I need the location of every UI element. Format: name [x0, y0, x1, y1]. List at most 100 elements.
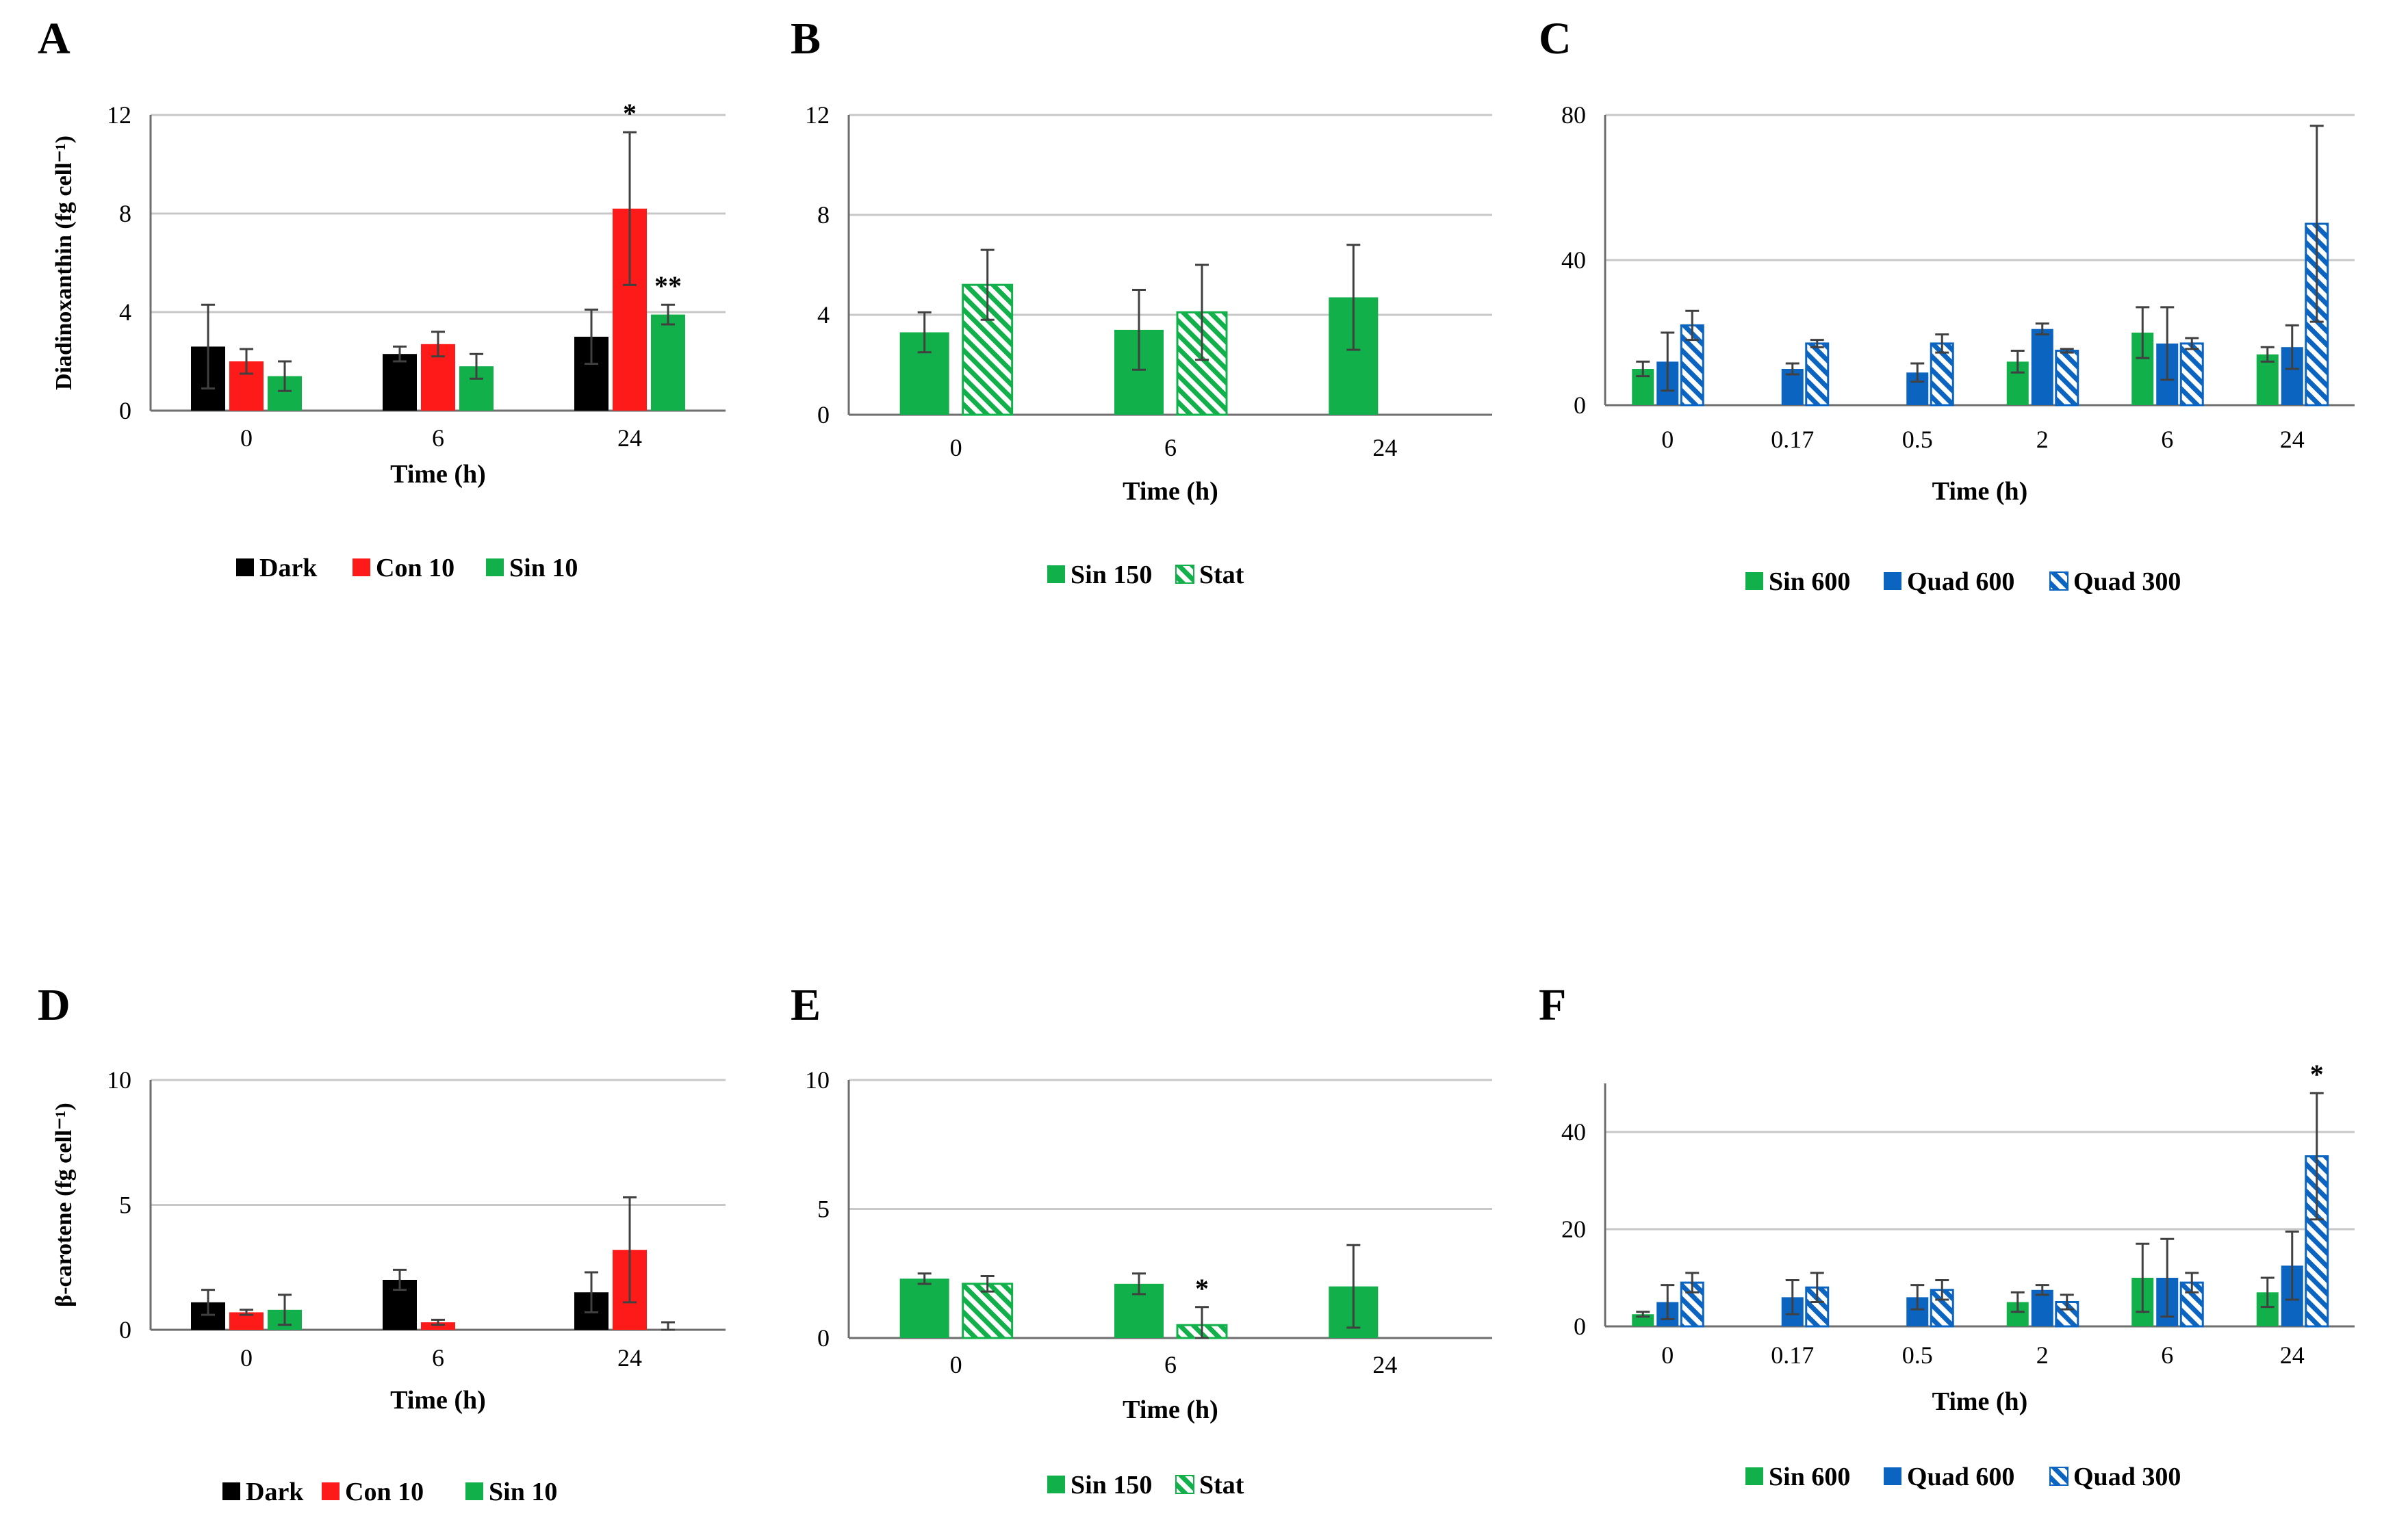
legend-label: Quad 600 — [1907, 1463, 2014, 1491]
x-tick-label: 6 — [432, 424, 444, 452]
legend-label: Sin 600 — [1769, 567, 1850, 596]
legend-swatch — [322, 1482, 340, 1500]
y-tick-label: 0 — [817, 1324, 830, 1352]
x-tick-label: 6 — [1164, 434, 1177, 461]
y-tick-label: 10 — [107, 1066, 131, 1094]
y-tick-label: 0 — [1574, 1313, 1586, 1340]
bar — [383, 354, 417, 411]
x-tick-label: 0 — [1661, 426, 1674, 453]
x-tick-label: 0.5 — [1902, 426, 1933, 453]
legend-label: Stat — [1199, 1471, 1244, 1500]
y-tick-label: 8 — [119, 200, 131, 227]
x-axis-title: Time (h) — [390, 460, 486, 489]
x-tick-label: 0.5 — [1902, 1341, 1933, 1369]
x-tick-label: 0.17 — [1771, 1341, 1814, 1369]
bar — [421, 1322, 455, 1330]
panel-f: F 0 20 40 0 0.17 0.5 2 6 24 * Time (h) Sin 600 Quad 6… — [1539, 980, 2355, 1491]
legend-swatch — [222, 1482, 240, 1500]
legend-swatch — [486, 558, 504, 576]
x-tick-label: 6 — [1164, 1351, 1177, 1378]
y-tick-label: 5 — [119, 1192, 131, 1219]
legend-swatch — [2049, 571, 2068, 591]
x-axis-title: Time (h) — [1123, 1395, 1218, 1424]
y-axis-title: β-carotene (fg cell⁻¹) — [51, 1103, 77, 1307]
x-tick-label: 6 — [2161, 426, 2173, 453]
legend-swatch — [1175, 1475, 1194, 1494]
legend-label: Sin 150 — [1071, 1471, 1152, 1500]
bar — [2256, 354, 2279, 405]
bar — [1805, 342, 1830, 407]
legend-swatch — [1745, 572, 1763, 590]
legend-label: Con 10 — [376, 554, 454, 582]
bar — [2031, 1289, 2053, 1326]
y-tick-label: 10 — [805, 1066, 830, 1094]
y-tick-label: 20 — [1561, 1215, 1586, 1243]
legend-swatch — [1884, 572, 1901, 590]
panel-e: E 0 5 10 0 6 * 24 Time (h) Sin 150 Stat — [791, 980, 1492, 1500]
legend-label: Dark — [246, 1478, 304, 1506]
y-tick-label: 8 — [817, 201, 830, 229]
x-tick-label: 2 — [2036, 1341, 2049, 1369]
legend-label: Sin 10 — [509, 554, 578, 582]
x-axis-title: Time (h) — [1932, 1387, 2028, 1416]
legend-swatch — [1047, 1476, 1065, 1493]
y-tick-label: 0 — [119, 397, 131, 424]
x-tick-label: 0 — [240, 424, 253, 452]
panel-b: B 0 4 8 12 0 6 24 Time (h) Sin 150 Stat — [791, 14, 1492, 589]
x-tick-label: 2 — [2036, 426, 2049, 453]
bar — [651, 314, 685, 411]
x-tick-label: 6 — [432, 1344, 444, 1372]
legend-swatch — [1884, 1467, 1901, 1485]
legend-swatch — [353, 558, 370, 576]
legend-swatch — [1175, 565, 1194, 584]
x-axis-title: Time (h) — [1932, 477, 2028, 506]
legend-swatch — [2049, 1467, 2068, 1486]
bar — [2179, 342, 2204, 407]
x-tick-label: 24 — [617, 1344, 642, 1372]
x-tick-label: 0 — [240, 1344, 253, 1372]
y-tick-label: 12 — [805, 101, 830, 129]
bar — [899, 1278, 949, 1338]
y-axis-title: Diadinoxanthin (fg cell⁻¹) — [51, 136, 77, 390]
y-tick-label: 40 — [1561, 1118, 1586, 1146]
bar — [1680, 324, 1704, 407]
y-tick-label: 0 — [1574, 391, 1586, 419]
significance-mark: * — [1195, 1273, 1209, 1304]
panel-letter: E — [791, 980, 821, 1030]
bar — [962, 1283, 1014, 1339]
panel-letter: A — [38, 14, 71, 64]
significance-mark: ** — [654, 270, 682, 301]
panel-letter: D — [38, 980, 71, 1030]
y-tick-label: 5 — [817, 1196, 830, 1223]
legend-swatch — [1047, 565, 1065, 583]
legend-label: Quad 600 — [1907, 567, 2014, 596]
significance-mark: * — [2310, 1059, 2324, 1090]
legend-label: Sin 150 — [1071, 561, 1152, 589]
x-tick-label: 0 — [1661, 1341, 1674, 1369]
x-tick-label: 0 — [950, 1351, 962, 1378]
y-tick-label: 4 — [119, 298, 131, 326]
legend-swatch — [465, 1482, 483, 1500]
y-tick-label: 0 — [119, 1316, 131, 1343]
legend-label: Con 10 — [345, 1478, 424, 1506]
x-tick-label: 24 — [1372, 434, 1397, 461]
panel-letter: C — [1539, 14, 1572, 64]
x-tick-label: 6 — [2161, 1341, 2173, 1369]
legend-swatch — [1745, 1467, 1763, 1485]
bar — [2055, 350, 2079, 407]
panel-c: C 0 40 80 0 0.17 0.5 2 6 24 Time (h) Sin 600 Quad 60… — [1539, 14, 2355, 596]
legend-label: Quad 300 — [2073, 1463, 2181, 1491]
x-tick-label: 0 — [950, 434, 962, 461]
legend-label: Stat — [1199, 561, 1244, 589]
y-tick-label: 0 — [817, 401, 830, 428]
x-axis-title: Time (h) — [390, 1386, 486, 1415]
x-tick-label: 24 — [617, 424, 642, 452]
y-tick-label: 40 — [1561, 246, 1586, 274]
panel-d: D 0 5 10 β-carotene (fg cell⁻¹) 0 6 24 Time (h) D… — [38, 980, 726, 1506]
panel-letter: F — [1539, 980, 1566, 1030]
y-tick-label: 4 — [817, 301, 830, 329]
legend-label: Dark — [259, 554, 318, 582]
legend-swatch — [236, 558, 254, 576]
